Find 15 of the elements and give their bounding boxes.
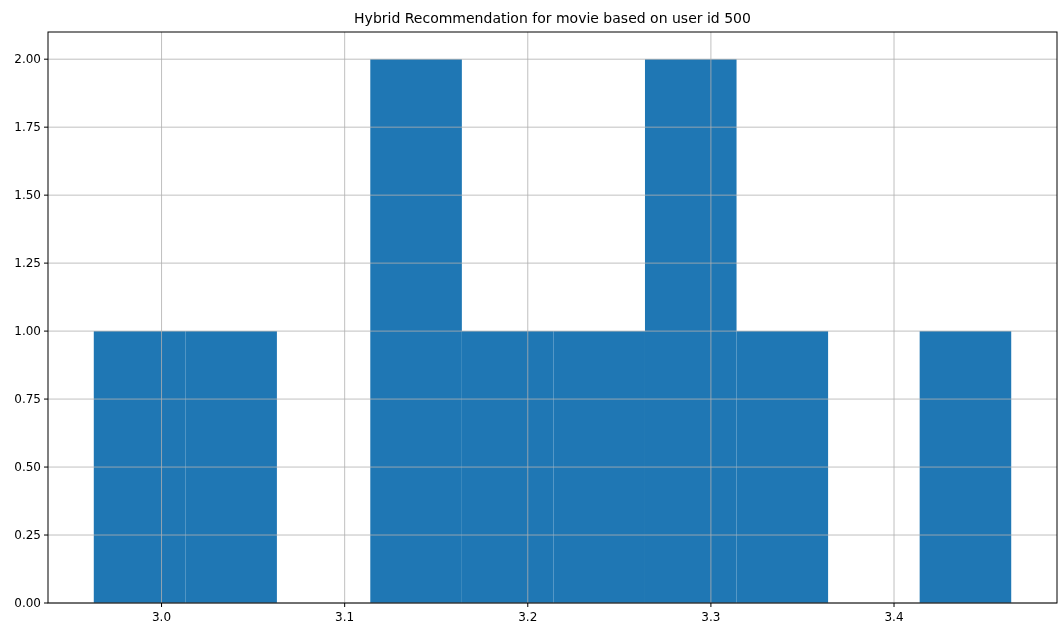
x-tick-label: 3.1: [335, 610, 355, 624]
y-tick-label: 0.75: [14, 392, 41, 407]
y-tick-label: 1.50: [14, 188, 41, 203]
y-tick-label: 2.00: [14, 52, 41, 67]
y-tick-label: 1.00: [14, 324, 41, 339]
x-tick-label: 3.0: [151, 610, 172, 624]
y-tick-label: 0.00: [14, 596, 41, 610]
x-tick-label: 3.4: [884, 610, 904, 624]
y-tick-label: 0.25: [14, 528, 41, 543]
y-tick-label: 1.75: [14, 120, 41, 135]
x-tick-label: 3.3: [701, 610, 721, 624]
chart-title: Hybrid Recommendation for movie based on user id 500: [354, 10, 751, 26]
y-tick-label: 1.25: [14, 256, 41, 271]
x-tick-label: 3.2: [518, 610, 538, 624]
y-tick-label: 0.50: [14, 460, 41, 475]
